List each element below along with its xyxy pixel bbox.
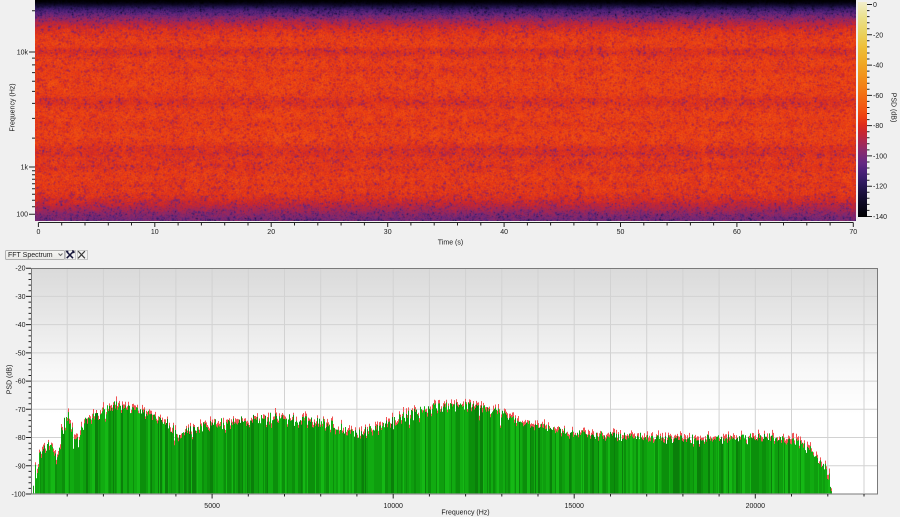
svg-text:-40: -40 [873, 63, 883, 70]
svg-text:0: 0 [873, 2, 877, 9]
svg-text:-40: -40 [15, 322, 25, 329]
svg-text:-20: -20 [873, 32, 883, 39]
svg-text:Frequency (Hz): Frequency (Hz) [441, 510, 489, 517]
svg-text:-140: -140 [873, 214, 887, 221]
svg-text:20000: 20000 [746, 503, 766, 510]
svg-text:-100: -100 [873, 153, 887, 160]
svg-text:1k: 1k [21, 165, 29, 172]
svg-text:-50: -50 [15, 350, 25, 357]
svg-text:60: 60 [733, 229, 741, 236]
svg-text:-60: -60 [873, 93, 883, 100]
svg-text:-100: -100 [11, 492, 25, 499]
svg-text:70: 70 [849, 229, 857, 236]
svg-text:100: 100 [16, 212, 28, 219]
svg-text:-20: -20 [15, 266, 25, 273]
svg-text:-80: -80 [873, 123, 883, 130]
svg-text:-90: -90 [15, 463, 25, 470]
svg-text:10: 10 [151, 229, 159, 236]
svg-text:10k: 10k [17, 50, 29, 57]
svg-text:5000: 5000 [204, 503, 220, 510]
svg-text:-70: -70 [15, 407, 25, 414]
svg-text:0: 0 [36, 229, 40, 236]
svg-text:20: 20 [267, 229, 275, 236]
svg-text:15000: 15000 [564, 503, 584, 510]
svg-text:-120: -120 [873, 184, 887, 191]
svg-text:-60: -60 [15, 379, 25, 386]
svg-text:30: 30 [384, 229, 392, 236]
svg-text:-80: -80 [15, 435, 25, 442]
svg-text:50: 50 [617, 229, 625, 236]
svg-text:-30: -30 [15, 294, 25, 301]
svg-text:40: 40 [500, 229, 508, 236]
svg-text:10000: 10000 [383, 503, 403, 510]
svg-text:Time (s): Time (s) [438, 240, 463, 247]
